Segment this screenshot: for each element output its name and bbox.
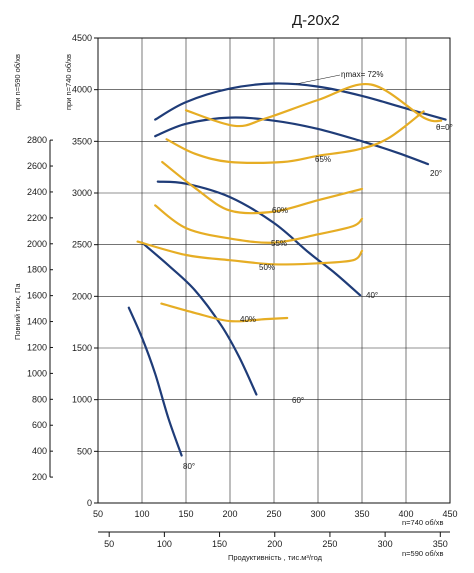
y-inner-tick-label: 3500 — [72, 136, 92, 146]
pressure-curve — [156, 180, 362, 297]
y-inner-tick-label: 4500 — [72, 33, 92, 43]
x-top-tick-label: 350 — [354, 509, 369, 519]
y-outer-tick-label: 2600 — [27, 161, 47, 171]
y-outer-tick-label: 2800 — [27, 135, 47, 145]
x-top-tick-label: 450 — [442, 509, 457, 519]
pressure-curve — [154, 82, 447, 121]
x-bottom-tick-label: 250 — [322, 539, 337, 549]
y-axis-inner: 0 500 1000 1500 2000 2500 3000 3500 4000 4500 — [72, 33, 98, 508]
y-axis-outer: 200 400 600 800 1000 1200 1400 1600 1800 2000 2200… — [27, 135, 53, 482]
y-axis-outer-label: при n=590 об/хв — [13, 54, 22, 110]
y-outer-tick-label: 200 — [32, 472, 47, 482]
x-bottom-tick-label: 100 — [157, 539, 172, 549]
y-outer-tick-label: 2200 — [27, 213, 47, 223]
pressure-curve — [140, 241, 258, 396]
x-axis-bottom-speed-label: n=590 об/хв — [402, 549, 443, 558]
efficiency-label-leader — [295, 74, 341, 85]
y-outer-tick-label: 2400 — [27, 187, 47, 197]
y-outer-tick-label: 1400 — [27, 317, 47, 327]
x-top-tick-label: 150 — [178, 509, 193, 519]
y-inner-tick-label: 4000 — [72, 85, 92, 95]
x-axis-top-speed-label: n=740 об/хв — [402, 518, 443, 527]
efficiency-curve — [184, 83, 443, 128]
grid — [98, 38, 450, 503]
pressure-curve-label: 40° — [366, 291, 378, 300]
pressure-curve — [127, 306, 183, 457]
x-axis-bottom: 50 100 150 200 250 300 350 — [98, 531, 450, 549]
y-inner-tick-label: 1000 — [72, 395, 92, 405]
efficiency-curve — [161, 160, 364, 215]
curve-labels: ηmax= 72% 65% 60% 55% 50% 40% θ=0° 20° 40° 60° 80° — [183, 70, 453, 471]
efficiency-curve — [165, 110, 425, 164]
y-outer-tick-label: 1600 — [27, 291, 47, 301]
y-outer-tick-label: 800 — [32, 394, 47, 404]
y-inner-tick-label: 2000 — [72, 291, 92, 301]
efficiency-curve — [136, 240, 364, 266]
x-bottom-tick-label: 200 — [267, 539, 282, 549]
x-axis-bottom-label: Продуктивність , тис.м³/год — [228, 553, 323, 562]
y-axis-main-label: Повний тиск, Па — [13, 283, 22, 340]
y-outer-tick-label: 400 — [32, 446, 47, 456]
y-outer-tick-label: 1000 — [27, 368, 47, 378]
efficiency-curve-label: 65% — [315, 155, 331, 164]
x-top-tick-label: 250 — [266, 509, 281, 519]
x-bottom-tick-label: 350 — [433, 539, 448, 549]
y-inner-tick-label: 2500 — [72, 240, 92, 250]
x-top-tick-label: 50 — [93, 509, 103, 519]
pressure-curve — [154, 116, 430, 166]
y-inner-tick-label: 500 — [77, 446, 92, 456]
y-inner-tick-label: 3000 — [72, 188, 92, 198]
x-bottom-tick-label: 50 — [104, 539, 114, 549]
y-outer-tick-label: 2000 — [27, 239, 47, 249]
pressure-curve-label: 60° — [292, 396, 304, 405]
plot-frame — [97, 37, 451, 504]
efficiency-curve — [160, 302, 289, 323]
pressure-curve-label: 20° — [430, 169, 442, 178]
efficiency-curves — [136, 83, 443, 323]
pressure-curve-label: 80° — [183, 462, 195, 471]
efficiency-curve-label: 40% — [240, 315, 256, 324]
efficiency-curve-label: ηmax= 72% — [341, 70, 383, 79]
x-bottom-tick-label: 150 — [212, 539, 227, 549]
y-inner-tick-label: 1500 — [72, 343, 92, 353]
x-top-tick-label: 400 — [398, 509, 413, 519]
x-top-tick-label: 100 — [134, 509, 149, 519]
x-bottom-tick-label: 300 — [378, 539, 393, 549]
efficiency-curve — [154, 204, 364, 244]
chart-title: Д-20х2 — [292, 12, 340, 29]
y-outer-tick-label: 600 — [32, 420, 47, 430]
pressure-curves — [127, 82, 447, 457]
y-outer-tick-label: 1800 — [27, 265, 47, 275]
efficiency-curve-label: 60% — [272, 206, 288, 215]
y-axis-inner-label: при n=740 об/хв — [64, 54, 73, 110]
x-axis-top: 50 100 150 200 250 300 350 400 450 — [93, 509, 458, 519]
y-inner-tick-label: 0 — [87, 498, 92, 508]
x-top-tick-label: 300 — [310, 509, 325, 519]
efficiency-curve-label: 50% — [259, 263, 275, 272]
x-top-tick-label: 200 — [222, 509, 237, 519]
pressure-curve-label: θ=0° — [436, 123, 453, 132]
y-outer-tick-label: 1200 — [27, 342, 47, 352]
efficiency-curve-label: 55% — [271, 239, 287, 248]
